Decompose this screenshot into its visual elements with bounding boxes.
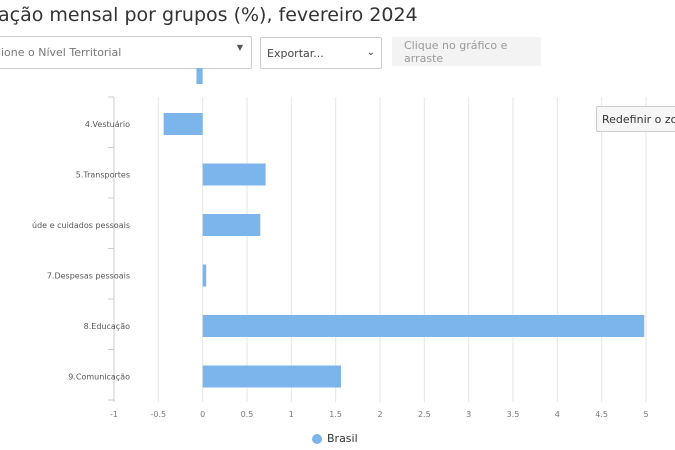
x-tick-label: 4.5 bbox=[595, 410, 608, 419]
x-tick-label: 3.5 bbox=[507, 410, 520, 419]
dropdown-arrow-icon: ▼ bbox=[236, 43, 243, 52]
x-tick-label: 0 bbox=[200, 410, 205, 419]
x-tick-label: -0.5 bbox=[151, 410, 167, 419]
export-label: Exportar... bbox=[267, 46, 324, 60]
x-tick-label: -1 bbox=[110, 410, 118, 419]
x-tick-label: 5 bbox=[643, 410, 648, 419]
bar[interactable] bbox=[196, 68, 203, 84]
x-tick-label: 1.5 bbox=[329, 410, 342, 419]
bar[interactable] bbox=[202, 214, 261, 236]
x-tick-label: 2 bbox=[377, 410, 382, 419]
zoom-hint: Clique no gráfico e arraste bbox=[392, 37, 541, 66]
bar[interactable] bbox=[202, 264, 207, 287]
category-label: 4.Vestuário bbox=[85, 120, 130, 129]
bar[interactable] bbox=[202, 365, 341, 388]
territorial-placeholder: ione o Nível Territorial bbox=[1, 46, 122, 59]
chevron-down-icon: ⌄ bbox=[366, 47, 375, 58]
territorial-level-select[interactable]: ione o Nível Territorial ▼ bbox=[0, 36, 252, 69]
bar[interactable] bbox=[202, 315, 645, 337]
x-tick-label: 2.5 bbox=[418, 410, 431, 419]
x-tick-label: 1 bbox=[289, 410, 294, 419]
bar[interactable] bbox=[202, 163, 266, 186]
x-tick-label: 3 bbox=[466, 410, 471, 419]
category-label: úde e cuidados pessoais bbox=[32, 221, 130, 230]
reset-zoom-button[interactable]: Redefinir o zoom bbox=[596, 106, 675, 132]
legend-marker bbox=[312, 433, 322, 444]
legend-label: Brasil bbox=[327, 432, 358, 445]
category-label: 8.Educação bbox=[84, 322, 130, 331]
category-label: 7.Despesas pessoais bbox=[47, 272, 130, 281]
category-label: 9.Comunicação bbox=[68, 373, 130, 382]
export-select[interactable]: Exportar... ⌄ bbox=[260, 37, 382, 69]
category-label: 5.Transportes bbox=[76, 171, 130, 180]
legend-item-brasil[interactable]: Brasil bbox=[312, 432, 358, 445]
bar[interactable] bbox=[163, 113, 203, 135]
x-tick-label: 4 bbox=[555, 410, 560, 419]
x-tick-label: 0.5 bbox=[241, 410, 254, 419]
chart-title: ação mensal por grupos (%), fevereiro 20… bbox=[0, 4, 418, 26]
